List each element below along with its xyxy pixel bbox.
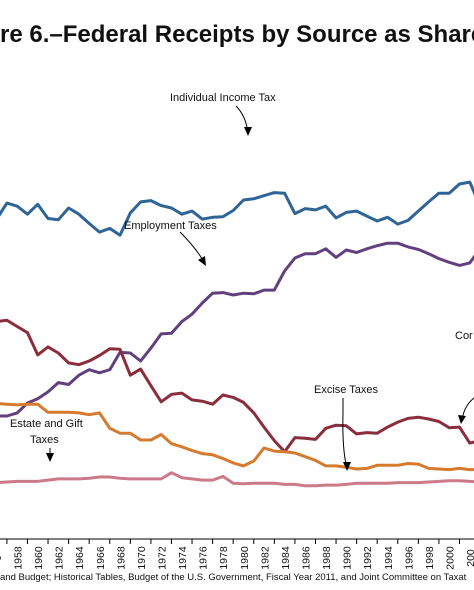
x-tick-label: 1962 bbox=[54, 546, 66, 570]
x-tick-label: 1966 bbox=[95, 546, 107, 570]
arrowhead-employment-taxes bbox=[198, 256, 206, 266]
series-line-estate bbox=[0, 471, 474, 488]
x-tick-label: 1996 bbox=[403, 546, 415, 570]
chart-title: re 6.–Federal Receipts by Source as Shar… bbox=[0, 21, 474, 48]
series-line-individual bbox=[0, 180, 474, 237]
x-tick-label: 1974 bbox=[177, 546, 189, 570]
annotation-employment-taxes: Employment Taxes bbox=[124, 220, 217, 232]
x-tick-label: 1994 bbox=[383, 546, 395, 570]
annotation-excise-taxes: Excise Taxes bbox=[314, 384, 378, 396]
series-line-excise bbox=[0, 402, 474, 472]
x-tick-label: 1976 bbox=[198, 546, 210, 570]
x-tick-label: 1958 bbox=[13, 546, 25, 570]
annotation-estate-and-gift-line2: Taxes bbox=[30, 434, 59, 446]
arrowhead-estate-and-gift bbox=[46, 453, 54, 462]
x-tick-label: 1978 bbox=[218, 546, 230, 570]
x-tick-label: 1984 bbox=[280, 546, 292, 570]
arrow-excise-taxes bbox=[342, 398, 348, 469]
x-tick-label: 1964 bbox=[74, 546, 86, 570]
x-tick-label: 1960 bbox=[33, 546, 45, 570]
x-tick-label: 1986 bbox=[301, 546, 313, 570]
x-tick-label: 1998 bbox=[424, 546, 436, 570]
x-tick-label: 200 bbox=[465, 549, 474, 567]
x-tick-label: 1988 bbox=[321, 546, 333, 570]
x-tick-label: 1980 bbox=[239, 546, 251, 570]
x-tick-label: 1970 bbox=[136, 546, 148, 570]
x-tick-label: 2000 bbox=[445, 546, 457, 570]
series-line-employment bbox=[0, 241, 474, 418]
x-tick-label: 1972 bbox=[157, 546, 169, 570]
source-note: and Budget; Historical Tables, Budget of… bbox=[0, 572, 467, 583]
x-tick-label: 1982 bbox=[259, 546, 271, 570]
annotation-individual-income-tax: Individual Income Tax bbox=[170, 92, 276, 104]
x-tick-label: 1992 bbox=[362, 546, 374, 570]
x-tick-label: 1990 bbox=[342, 546, 354, 570]
arrow-employment-taxes bbox=[179, 231, 205, 263]
series-line-corporate bbox=[0, 318, 474, 454]
arrowhead-individual-income-tax bbox=[244, 127, 252, 136]
arrowhead-excise-taxes bbox=[343, 462, 351, 471]
annotation-estate-and-gift-line1: Estate and Gift bbox=[10, 418, 83, 430]
arrowhead-corporate bbox=[458, 415, 466, 424]
annotation-corporate-truncated: Cor bbox=[455, 330, 473, 342]
x-tick-label: 1968 bbox=[115, 546, 127, 570]
x-tick-label: 0 bbox=[0, 555, 4, 561]
